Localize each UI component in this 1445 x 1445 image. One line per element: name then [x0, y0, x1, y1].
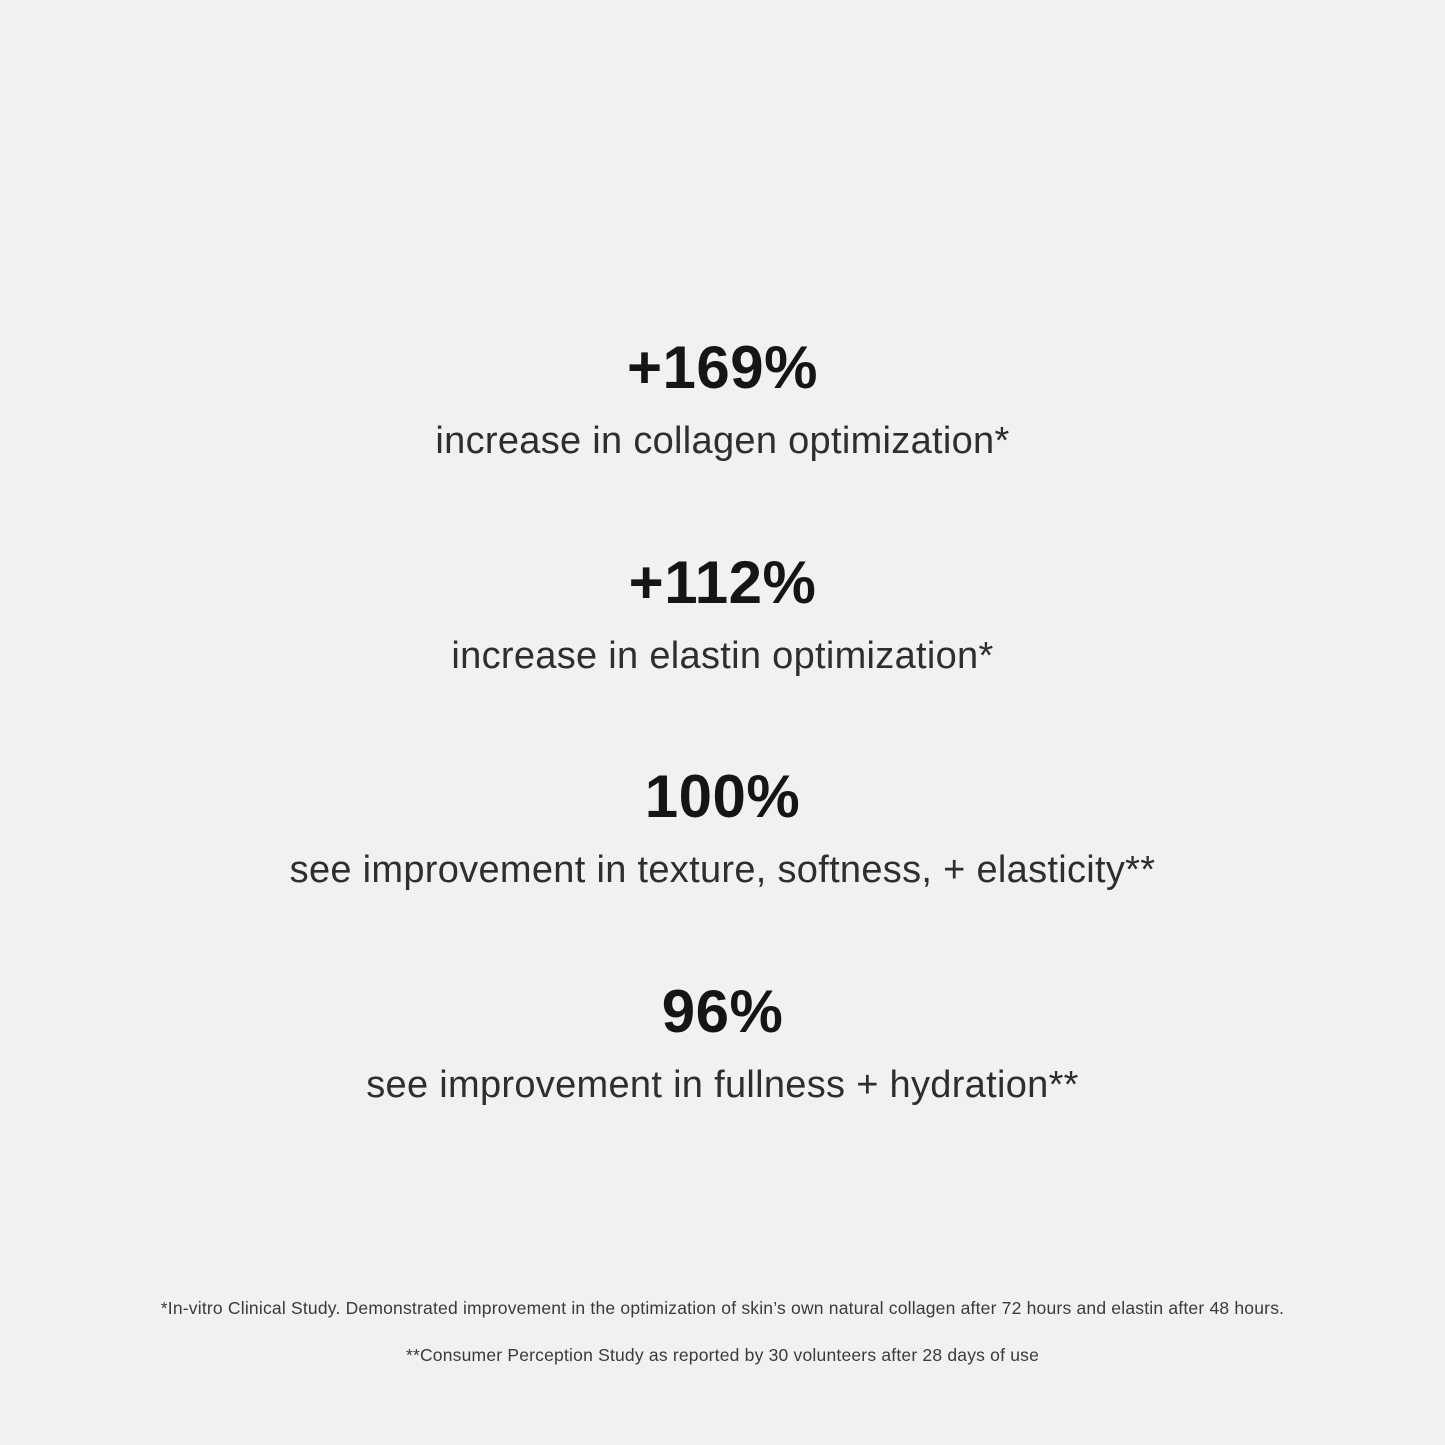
footnote-invitro-study: *In-vitro Clinical Study. Demonstrated i… [160, 1298, 1285, 1318]
stat-label: see improvement in texture, softness, + … [289, 849, 1156, 891]
footnote-consumer-study: **Consumer Perception Study as reported … [405, 1345, 1040, 1365]
stat-elastin: +112% increase in elastin optimization* [451, 548, 994, 681]
stat-value: 100% [644, 763, 801, 830]
stat-fullness: 96% see improvement in fullness + hydrat… [366, 977, 1079, 1110]
stat-label: increase in elastin optimization* [451, 634, 994, 677]
footnotes: *In-vitro Clinical Study. Demonstrated i… [0, 1298, 1445, 1366]
stat-texture: 100% see improvement in texture, softnes… [290, 767, 1156, 895]
stat-label: increase in collagen optimization* [435, 420, 1010, 462]
stat-value: 96% [661, 977, 784, 1045]
stat-value: +169% [626, 334, 818, 401]
stat-collagen: +169% increase in collagen optimization* [435, 338, 1009, 466]
stat-label: see improvement in fullness + hydration*… [366, 1063, 1079, 1106]
stats-panel: +169% increase in collagen optimization*… [0, 338, 1445, 1109]
stat-value: +112% [628, 548, 817, 616]
